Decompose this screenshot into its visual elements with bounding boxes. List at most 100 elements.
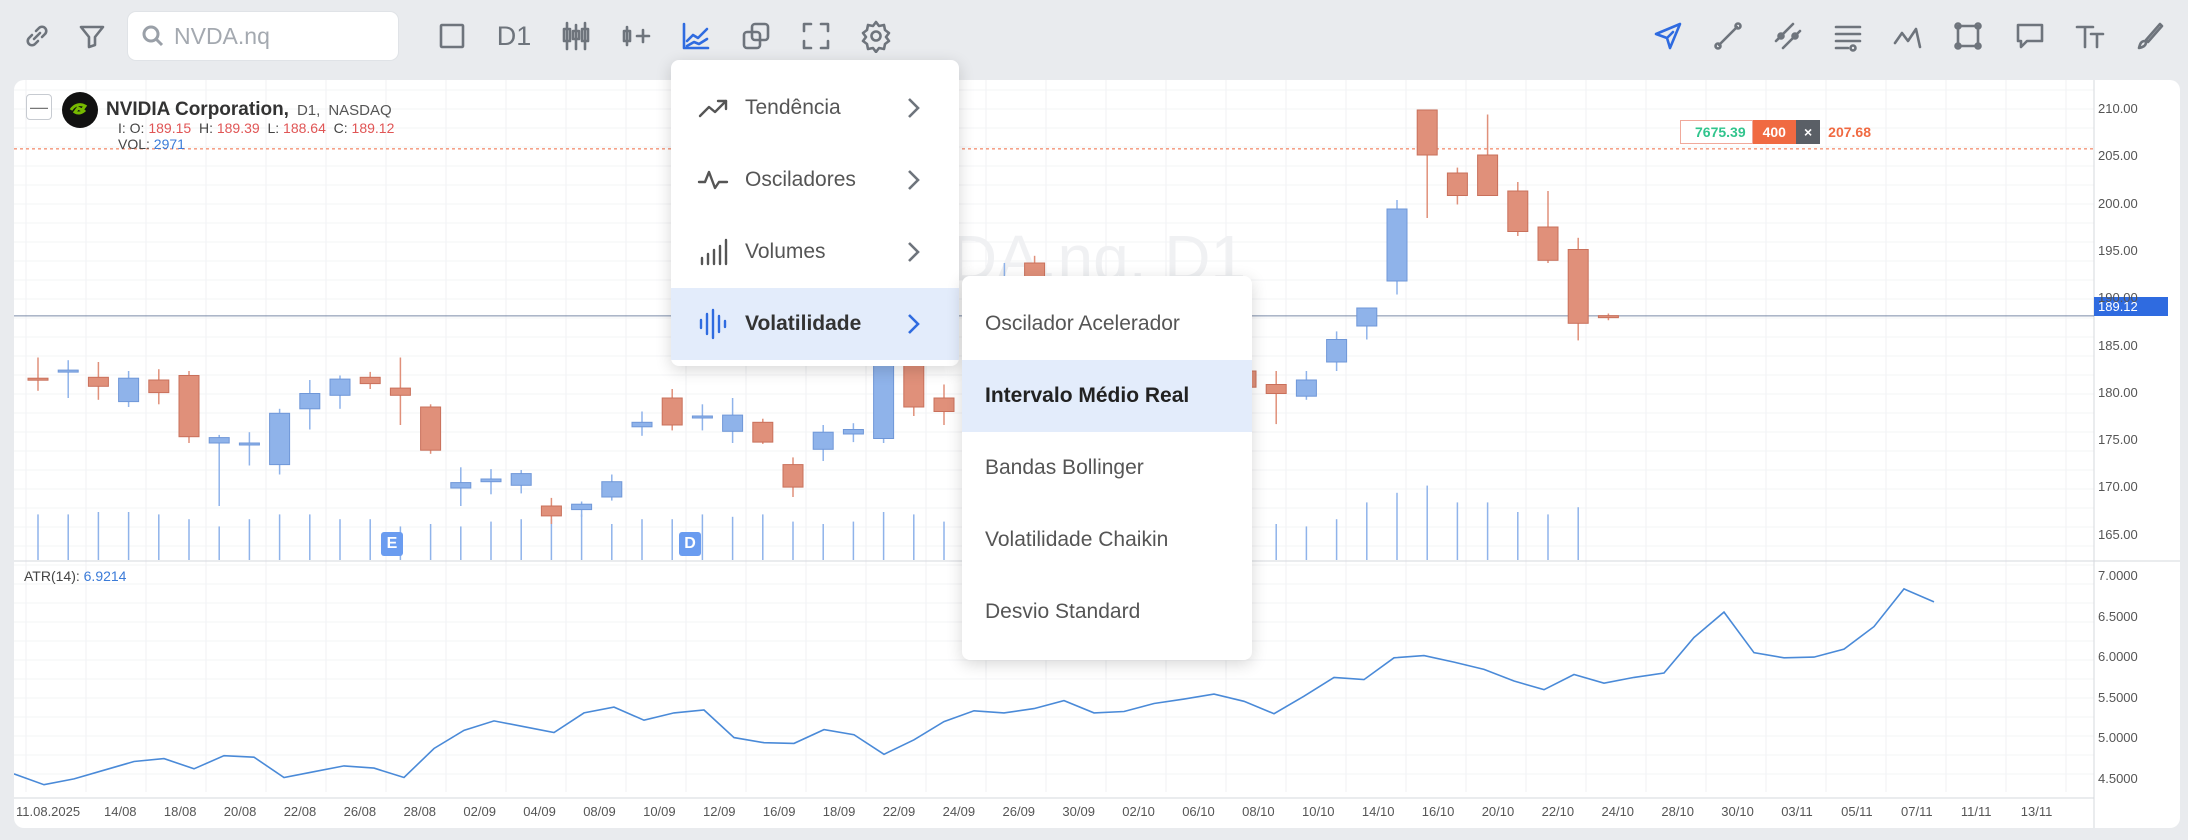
candle-body xyxy=(873,361,895,439)
search-icon xyxy=(142,25,164,47)
candle-body xyxy=(1326,339,1348,363)
menu-item-oscillators[interactable]: Osciladores xyxy=(671,144,959,216)
gear-icon[interactable] xyxy=(852,12,900,60)
brush-icon[interactable] xyxy=(2126,12,2174,60)
candle-body xyxy=(631,421,653,428)
time-tick-label: 10/10 xyxy=(1302,804,1335,819)
square-icon[interactable] xyxy=(428,12,476,60)
candle-body xyxy=(510,473,532,486)
candle-body xyxy=(842,429,864,435)
candle-body xyxy=(1537,226,1559,261)
time-tick-label: 22/10 xyxy=(1541,804,1575,819)
timeframe-button[interactable]: D1 xyxy=(496,20,532,51)
candle-body xyxy=(691,415,713,419)
dividend-event-marker[interactable]: D xyxy=(679,532,701,556)
time-tick-label: 16/10 xyxy=(1421,804,1455,819)
price-tick-label: 185.00 xyxy=(2098,337,2138,353)
price-tick-label: 205.00 xyxy=(2098,148,2138,164)
price-tick-label: 175.00 xyxy=(2098,432,2138,448)
cursor-icon[interactable] xyxy=(1644,12,1692,60)
time-tick-label: 11.08.2025 xyxy=(16,804,81,819)
submenu-item-chaikin-volatility[interactable]: Volatilidade Chaikin xyxy=(985,528,1169,551)
submenu-item-bollinger-bands[interactable]: Bandas Bollinger xyxy=(985,456,1144,479)
text-icon[interactable] xyxy=(2066,12,2114,60)
chevron-right-icon xyxy=(908,314,920,334)
volume-value: 2971 xyxy=(153,136,185,152)
candle-body xyxy=(933,397,955,412)
last-price-tag: 189.12 xyxy=(2094,297,2168,316)
time-tick-label: 02/10 xyxy=(1122,804,1155,819)
candle-body xyxy=(118,377,140,403)
time-tick-label: 02/09 xyxy=(463,804,496,819)
atr-tick-label: 5.0000 xyxy=(2098,730,2138,745)
symbol-timeframe: D1, xyxy=(296,101,321,119)
atr-legend: ATR(14): 6.9214 xyxy=(24,568,127,584)
time-tick-label: 30/10 xyxy=(1721,804,1754,819)
atr-tick-label: 7.0000 xyxy=(2098,568,2138,583)
rectangle-icon[interactable] xyxy=(1944,12,1992,60)
fullscreen-icon[interactable] xyxy=(792,12,840,60)
earnings-event-marker[interactable]: E xyxy=(381,532,403,556)
low-value: 188.64 xyxy=(283,120,326,136)
submenu-item-average-true-range[interactable]: Intervalo Médio Real xyxy=(962,360,1252,432)
indicator-category-menu: Tendência Osciladores Volumes Volatilida… xyxy=(671,60,959,366)
candle-body xyxy=(1446,172,1468,196)
ohlc-values: I: O: 189.15 H: 189.39 L: 188.64 C: 189.… xyxy=(118,120,395,136)
candle-body xyxy=(359,376,381,385)
comment-icon[interactable] xyxy=(2006,12,2054,60)
menu-item-volatility[interactable]: Volatilidade xyxy=(671,288,959,360)
compare-icon[interactable] xyxy=(732,12,780,60)
order-quantity[interactable]: 400 xyxy=(1752,120,1796,144)
pitchfork-icon[interactable] xyxy=(1884,12,1932,60)
filter-icon[interactable] xyxy=(68,12,116,60)
atr-tick-label: 6.5000 xyxy=(2098,608,2138,624)
candle-body xyxy=(57,369,79,373)
link-icon[interactable] xyxy=(13,12,61,60)
price-tick-label: 195.00 xyxy=(2098,242,2138,258)
price-tick-label: 170.00 xyxy=(2098,479,2138,495)
indicators-icon[interactable] xyxy=(672,12,720,60)
candle-body xyxy=(1567,249,1589,324)
candle-body xyxy=(178,375,200,438)
candle-body xyxy=(389,387,411,396)
price-tick-label: 180.00 xyxy=(2098,384,2138,400)
candle-body xyxy=(661,397,683,426)
line-icon[interactable] xyxy=(1704,12,1752,60)
fib-icon[interactable] xyxy=(1824,12,1872,60)
order-line-widget[interactable]: 7675.39 400 × 207.68 xyxy=(1680,120,1871,144)
order-level: 207.68 xyxy=(1828,124,1871,140)
nvidia-logo-icon xyxy=(62,92,98,128)
toolbar: D1 xyxy=(0,0,2188,72)
search-input[interactable] xyxy=(174,22,384,50)
time-tick-label: 30/09 xyxy=(1062,804,1095,819)
time-tick-label: 12/09 xyxy=(703,804,736,819)
collapse-legend-button[interactable]: — xyxy=(26,94,52,120)
high-value: 189.39 xyxy=(216,120,260,136)
atr-tick-label: 5.5000 xyxy=(2098,689,2138,705)
order-price[interactable]: 7675.39 xyxy=(1680,120,1753,144)
order-close-icon[interactable]: × xyxy=(1795,120,1821,144)
submenu-item-standard-deviation[interactable]: Desvio Standard xyxy=(985,600,1141,623)
time-tick-label: 28/10 xyxy=(1661,804,1694,819)
menu-item-trend[interactable]: Tendência xyxy=(671,72,959,144)
candle-body xyxy=(1416,109,1438,156)
price-tick-label: 165.00 xyxy=(2098,526,2138,542)
close-value: 189.12 xyxy=(351,120,395,136)
candle-body xyxy=(571,503,593,511)
candle-body xyxy=(1477,154,1499,196)
menu-item-volumes[interactable]: Volumes xyxy=(671,216,959,288)
candle-body xyxy=(87,376,109,387)
candle-body xyxy=(601,481,623,498)
channel-icon[interactable] xyxy=(1764,12,1812,60)
candle-body xyxy=(1265,384,1287,394)
add-indicator-icon[interactable] xyxy=(612,12,660,60)
oscillator-icon xyxy=(697,170,729,190)
time-tick-label: 28/08 xyxy=(403,804,437,819)
candle-body xyxy=(208,437,230,444)
candle-body xyxy=(1295,379,1317,397)
submenu-item-accelerator-oscillator[interactable]: Oscilador Acelerador xyxy=(985,312,1180,335)
search-field[interactable] xyxy=(128,12,398,60)
price-tick-label: 200.00 xyxy=(2098,195,2138,211)
candles-icon[interactable] xyxy=(552,12,600,60)
time-tick-label: 11/11 xyxy=(1960,804,1992,819)
